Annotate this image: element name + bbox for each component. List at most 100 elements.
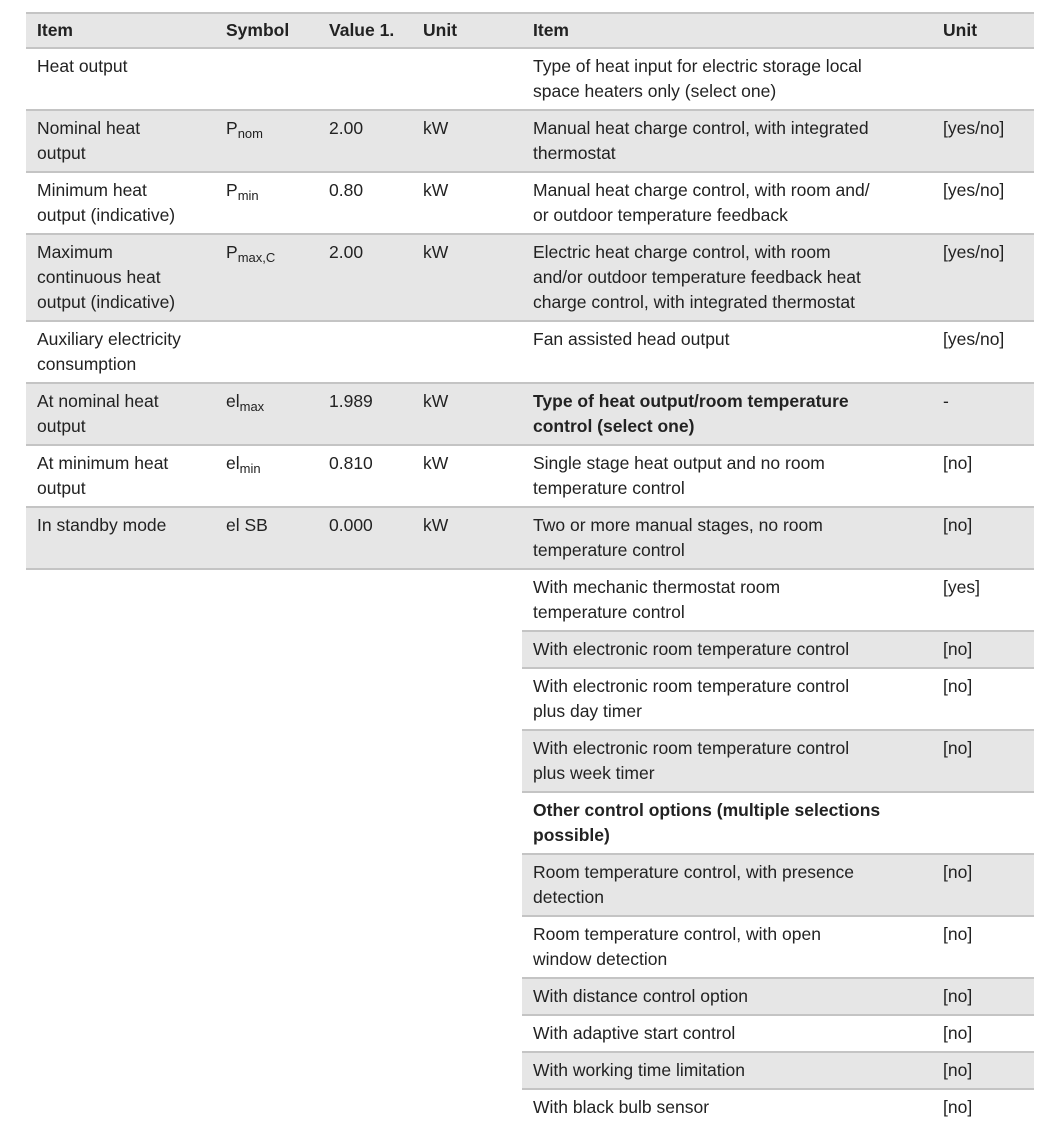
table-row: Minimum heat output (indicative) Pmin 0.80 k… bbox=[26, 171, 1034, 234]
cell-line: With electronic room temperature control bbox=[533, 738, 850, 758]
unit: [no] bbox=[943, 453, 973, 473]
empty-cell bbox=[26, 1089, 215, 1125]
item-cell: At nominal heat output bbox=[26, 382, 215, 445]
unit: [no] bbox=[943, 515, 973, 535]
item-cell: Minimum heat output (indicative) bbox=[26, 171, 215, 234]
empty-cell bbox=[318, 916, 412, 978]
empty-cell bbox=[412, 1089, 522, 1125]
unit-cell: [no] bbox=[932, 667, 1034, 730]
cell-line: plus week timer bbox=[533, 763, 655, 783]
item-cell: Other control options (multiple selectio… bbox=[522, 791, 932, 854]
table-row: With electronic room temperature control… bbox=[26, 667, 1034, 730]
item-cell: With working time limitation bbox=[522, 1051, 932, 1089]
cell-line: Fan assisted head output bbox=[533, 329, 730, 349]
unit-cell: kW bbox=[412, 171, 522, 234]
cell-line: continuous heat bbox=[37, 267, 161, 287]
unit: [no] bbox=[943, 1097, 973, 1117]
unit: [no] bbox=[943, 1060, 973, 1080]
table-row: Other control options (multiple selectio… bbox=[26, 791, 1034, 854]
symbol-cell: elmax bbox=[215, 382, 318, 445]
empty-cell bbox=[26, 1052, 215, 1089]
cell-line: output (indicative) bbox=[37, 205, 176, 225]
empty-cell bbox=[26, 978, 215, 1015]
unit-cell bbox=[412, 320, 522, 383]
item-cell: Electric heat charge control, with room a… bbox=[522, 233, 932, 321]
cell-line: detection bbox=[533, 887, 605, 907]
table-row: Nominal heat output Pnom 2.00 kW Manual heat … bbox=[26, 109, 1034, 172]
value-cell bbox=[318, 47, 412, 110]
unit: kW bbox=[423, 515, 449, 535]
empty-cell bbox=[412, 1052, 522, 1089]
cell-line: Manual heat charge control, with room an… bbox=[533, 180, 870, 200]
unit: [yes/no] bbox=[943, 329, 1005, 349]
item-cell: Two or more manual stages, no room temper… bbox=[522, 506, 932, 569]
cell-line: Other control options (multiple selectio… bbox=[533, 800, 881, 820]
value-cell: 2.00 bbox=[318, 109, 412, 172]
unit: [yes] bbox=[943, 577, 980, 597]
symbol-cell: Pmax,C bbox=[215, 233, 318, 321]
unit-cell: [no] bbox=[932, 729, 1034, 792]
empty-cell bbox=[318, 668, 412, 730]
empty-cell bbox=[215, 730, 318, 792]
cell-line: output (indicative) bbox=[37, 292, 176, 312]
unit-cell: kW bbox=[412, 506, 522, 569]
cell-line: Auxiliary electricity bbox=[37, 329, 181, 349]
cell-line: Manual heat charge control, with integra… bbox=[533, 118, 869, 138]
cell-line: plus day timer bbox=[533, 701, 642, 721]
unit: [yes/no] bbox=[943, 242, 1005, 262]
cell-line: temperature control bbox=[533, 540, 685, 560]
empty-cell bbox=[318, 1052, 412, 1089]
symbol-subscript: max,C bbox=[237, 250, 276, 265]
header-cell: Unit bbox=[412, 12, 522, 49]
empty-cell bbox=[215, 631, 318, 668]
cell-line: With electronic room temperature control bbox=[533, 639, 850, 659]
value: 0.810 bbox=[329, 453, 373, 473]
symbol-subscript: nom bbox=[237, 126, 263, 141]
empty-cell bbox=[318, 854, 412, 916]
cell-line: With mechanic thermostat room bbox=[533, 577, 781, 597]
cell-line: In standby mode bbox=[37, 515, 167, 535]
table-row: With working time limitation [no] bbox=[26, 1051, 1034, 1089]
cell-line: With adaptive start control bbox=[533, 1023, 736, 1043]
table-row: Maximum continuous heat output (indicative… bbox=[26, 233, 1034, 321]
empty-cell bbox=[412, 568, 522, 631]
cell-line: With electronic room temperature control bbox=[533, 676, 850, 696]
empty-cell bbox=[26, 916, 215, 978]
unit-cell bbox=[412, 47, 522, 110]
symbol: el SB bbox=[226, 515, 268, 535]
table-row: Room temperature control, with open windo… bbox=[26, 915, 1034, 978]
item-cell: In standby mode bbox=[26, 506, 215, 569]
cell-line: Type of heat input for electric storage … bbox=[533, 56, 862, 76]
symbol: P bbox=[226, 242, 238, 262]
table-row: With distance control option [no] bbox=[26, 977, 1034, 1015]
cell-line: Electric heat charge control, with room bbox=[533, 242, 831, 262]
cell-line: Room temperature control, with open bbox=[533, 924, 821, 944]
item-cell: At minimum heat output bbox=[26, 444, 215, 507]
symbol-subscript: min bbox=[237, 188, 259, 203]
empty-cell bbox=[215, 854, 318, 916]
symbol: el bbox=[226, 453, 240, 473]
header-cell: Unit bbox=[932, 12, 1034, 49]
symbol-cell bbox=[215, 320, 318, 383]
unit: [no] bbox=[943, 862, 973, 882]
unit-cell: [yes/no] bbox=[932, 109, 1034, 172]
cell-line: or outdoor temperature feedback bbox=[533, 205, 788, 225]
empty-cell bbox=[412, 792, 522, 854]
table-row: With mechanic thermostat room temperature… bbox=[26, 568, 1034, 631]
unit-cell: kW bbox=[412, 109, 522, 172]
item-cell: Type of heat output/room temperature cont… bbox=[522, 382, 932, 445]
unit-cell: [no] bbox=[932, 1014, 1034, 1052]
item-cell: Maximum continuous heat output (indicative… bbox=[26, 233, 215, 321]
unit-cell: [yes/no] bbox=[932, 320, 1034, 383]
cell-line: At minimum heat bbox=[37, 453, 169, 473]
unit: - bbox=[943, 391, 949, 411]
cell-line: space heaters only (select one) bbox=[533, 81, 777, 101]
item-cell: With adaptive start control bbox=[522, 1014, 932, 1052]
symbol-subscript: min bbox=[239, 461, 261, 476]
symbol-cell: Pnom bbox=[215, 109, 318, 172]
empty-cell bbox=[412, 916, 522, 978]
cell-line: window detection bbox=[533, 949, 668, 969]
item-cell: With electronic room temperature control… bbox=[522, 729, 932, 792]
empty-cell bbox=[26, 792, 215, 854]
